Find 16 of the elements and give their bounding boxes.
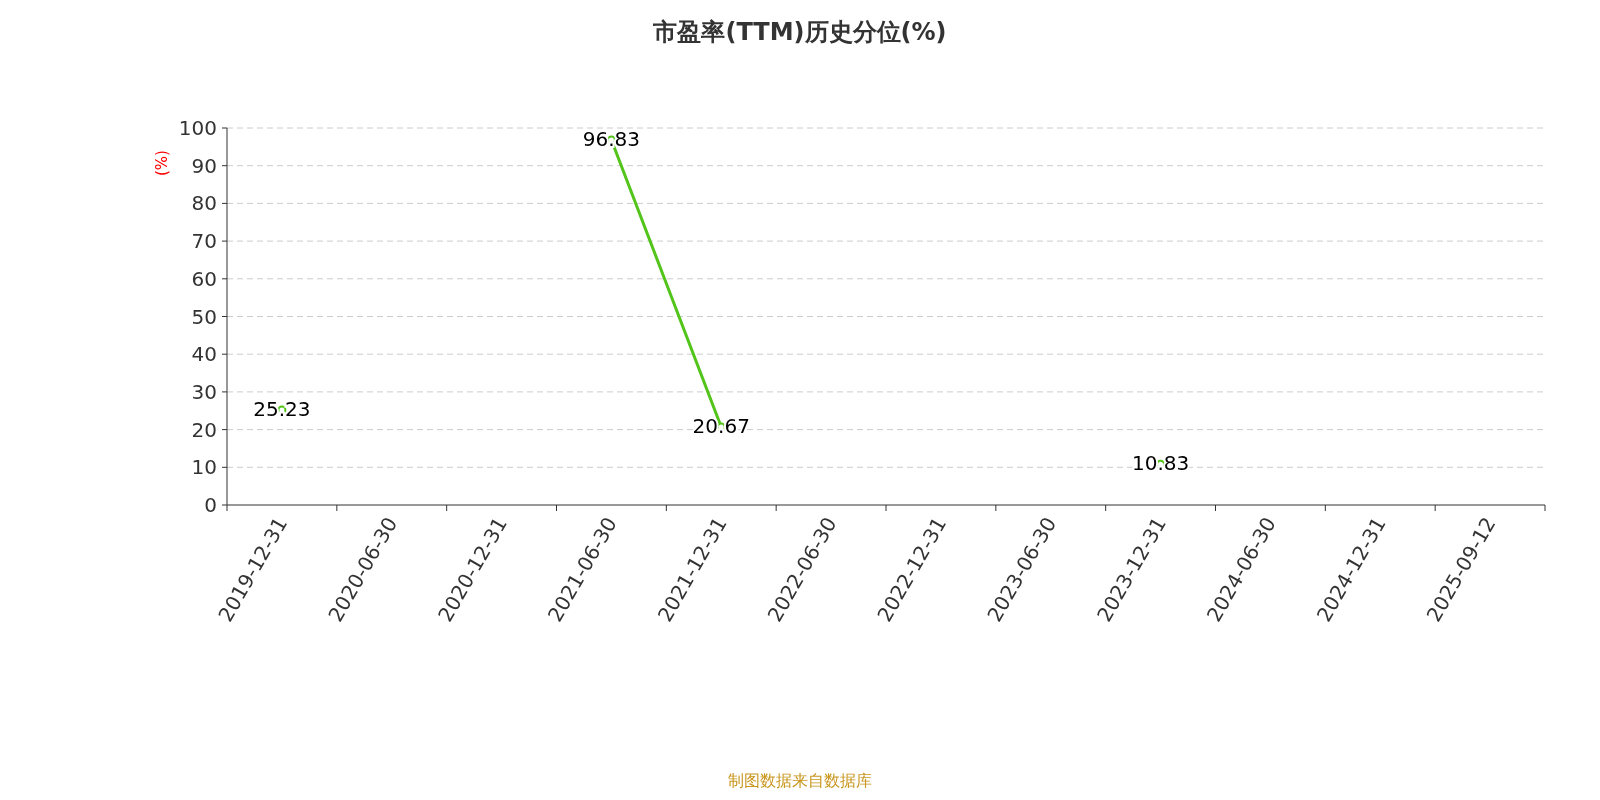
y-tick-label: 70 <box>191 229 217 254</box>
y-tick-label: 80 <box>191 191 217 216</box>
data-label: 25.23 <box>253 396 311 421</box>
y-tick-label: 30 <box>191 379 217 404</box>
y-tick-label: 50 <box>191 304 217 329</box>
text: 制图数据来自数据库 <box>728 771 872 790</box>
chart-title: 市盈率(TTM)历史分位(%) <box>652 18 947 46</box>
y-tick-label: 90 <box>191 153 217 178</box>
y-tick-label: 60 <box>191 266 217 291</box>
y-tick-label: 20 <box>191 417 217 442</box>
y-tick-label: 40 <box>191 342 217 367</box>
y-tick-label: 10 <box>191 455 217 480</box>
y-axis-title: (%) <box>153 150 171 176</box>
y-tick-label: 0 <box>204 493 217 517</box>
data-label: 96.83 <box>582 126 641 151</box>
y-tick-label: 100 <box>178 116 217 140</box>
